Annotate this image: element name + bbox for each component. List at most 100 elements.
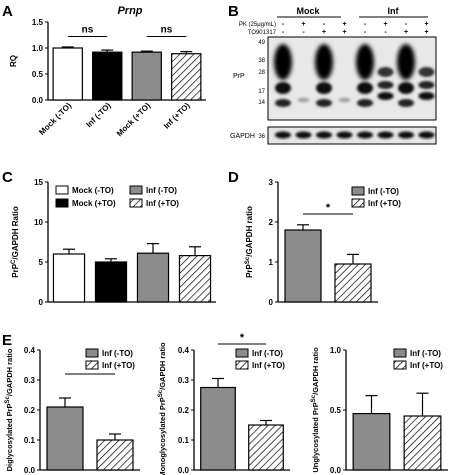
legend-item-swatch: [351, 186, 365, 196]
y-tick-label: 0.1: [24, 436, 36, 445]
blot-pk-sign: -: [323, 21, 326, 28]
blot-gapdh-band: [377, 131, 394, 139]
blot-pk-sign: -: [364, 21, 367, 28]
blot-band: [398, 82, 414, 94]
y-tick-label: 15: [34, 178, 43, 187]
blot-pk-sign: -: [282, 21, 285, 28]
ylabel-superscript: Sc: [158, 389, 164, 397]
y-tick-label: 2: [269, 218, 274, 227]
blot-to-sign: -: [364, 29, 367, 36]
blot-label-prp: PrP: [233, 73, 245, 80]
legend-item-label: Inf (-TO): [410, 349, 441, 358]
blot-band: [418, 92, 435, 100]
ylabel-superscript: Sc: [245, 256, 251, 264]
legend-item-label: Inf (+TO): [102, 361, 135, 370]
blot-gapdh-bands: [275, 131, 435, 139]
blot-gapdh-band: [275, 131, 291, 139]
blot-prp-bands: [274, 44, 435, 107]
blot-mw-36: 36: [258, 134, 265, 140]
y-tick-label: 0.4: [24, 346, 36, 355]
chart-panel-d: 0 1 2 3 PrPSc/GAPDH ratio * Inf (-TO) Inf (+TO): [245, 178, 401, 307]
y-tick-label: 0.0: [24, 466, 36, 475]
blot-band: [275, 82, 291, 94]
blot-band-smear: [356, 44, 374, 80]
bar: [284, 229, 322, 303]
blot-band: [275, 99, 291, 107]
ylabel-part: Monoglycosylated PrP: [158, 397, 167, 475]
chart-panel-e-monoglycosylated: 0.0 0.1 0.2 0.3 0.4 Monoglycosylated PrPSc/GA…: [158, 332, 290, 475]
legend-item-label: Inf (-TO): [368, 187, 399, 196]
blot-gapdh-band: [398, 131, 414, 139]
blot-band: [418, 81, 435, 89]
blot-to-sign: +: [424, 29, 428, 36]
blot-band-smear: [315, 44, 333, 80]
bar: [178, 255, 212, 303]
ylabel-part: PrP: [245, 263, 254, 277]
blot-to-sign: +: [342, 29, 346, 36]
bar: [46, 406, 84, 471]
blot-band: [316, 82, 332, 94]
x-tick-label: Inf (-TO): [84, 101, 112, 129]
blot-to-sign: -: [302, 29, 305, 36]
x-tick-label: Mock (-TO): [37, 101, 73, 137]
blot-gapdh-band: [357, 131, 373, 139]
chart-panel-c: 0 5 10 15 PrPC/GAPDH Ratio Mock (-TO) Inf (-TO…: [11, 178, 216, 307]
bar: [200, 386, 236, 471]
y-axis-label: Unglycosylated PrPSc/GAPDH ratio: [311, 347, 320, 473]
blot-mw-17: 17: [258, 89, 265, 95]
y-tick-label: 0.0: [178, 466, 190, 475]
blot-sign-rows: - + - + - + - +- - + + - - + +: [282, 21, 429, 36]
y-tick-label: 3: [269, 178, 274, 187]
y-tick-label: 0.2: [178, 406, 190, 415]
blot-gapdh-band: [418, 131, 435, 139]
legend-item-swatch: [85, 348, 99, 358]
y-axis-label: PrPC/GAPDH Ratio: [11, 206, 20, 278]
y-tick-label: 1: [269, 258, 274, 267]
legend-item-swatch: [235, 360, 249, 370]
blot-pk-sign: +: [301, 21, 305, 28]
y-tick-label: 1.0: [330, 346, 342, 355]
bar: [352, 413, 391, 471]
blot-row-pk-label: PK (25μg/mL): [239, 22, 276, 28]
significance-label: ns: [82, 25, 94, 36]
blot-band-faint: [338, 98, 351, 102]
blot-mw-28: 28: [258, 70, 265, 76]
blot-band-smear: [274, 44, 292, 80]
panel-letter-e: E: [2, 332, 12, 349]
legend-item-swatch: [393, 360, 407, 370]
chart-title: Prnp: [117, 5, 142, 17]
blot-band: [398, 99, 414, 107]
ylabel-part: PrP: [11, 263, 20, 277]
blot-gapdh-band: [316, 131, 332, 139]
ylabel-superscript: C: [11, 259, 17, 264]
western-blot-panel: Mock Inf PK (25μg/mL) TO901317 - + - + - + - +-…: [230, 6, 437, 145]
legend-item-swatch: [55, 185, 69, 195]
y-tick-label: 5: [39, 258, 44, 267]
legend-item-label: Mock (+TO): [72, 199, 116, 208]
legend-item-swatch: [129, 198, 143, 208]
y-tick-label: 1.5: [32, 18, 44, 27]
panel-letter-d: D: [228, 169, 239, 186]
x-tick-label: Inf (+TO): [162, 101, 192, 131]
y-tick-label: 0: [39, 298, 44, 307]
bar: [403, 415, 442, 471]
y-tick-label: 1.0: [32, 44, 44, 53]
chart-panel-e-unglycosylated: 0.0 0.5 1.0 Unglycosylated PrPSc/GAPDH rati…: [311, 346, 448, 475]
ylabel-part: /GAPDH ratio: [5, 348, 14, 396]
blot-to-sign: +: [322, 29, 326, 36]
legend-item-label: Inf (+TO): [368, 199, 401, 208]
y-tick-label: 0.1: [178, 436, 190, 445]
blot-gapdh-band: [336, 131, 353, 139]
significance-label: *: [240, 332, 245, 344]
ylabel-superscript: Sc: [311, 394, 317, 402]
ylabel-part: Diglycosylated PrP: [5, 403, 14, 471]
blot-mw-14: 14: [258, 100, 265, 106]
y-tick-label: 0: [269, 298, 274, 307]
legend-item-swatch: [351, 198, 365, 208]
bar: [131, 51, 162, 101]
legend-item-label: Inf (-TO): [146, 186, 177, 195]
blot-to-sign: -: [282, 29, 285, 36]
x-tick-label: Mock (+TO): [115, 101, 152, 138]
blot-pk-sign: +: [383, 21, 387, 28]
ylabel-part: Unglycosylated PrP: [311, 402, 320, 472]
